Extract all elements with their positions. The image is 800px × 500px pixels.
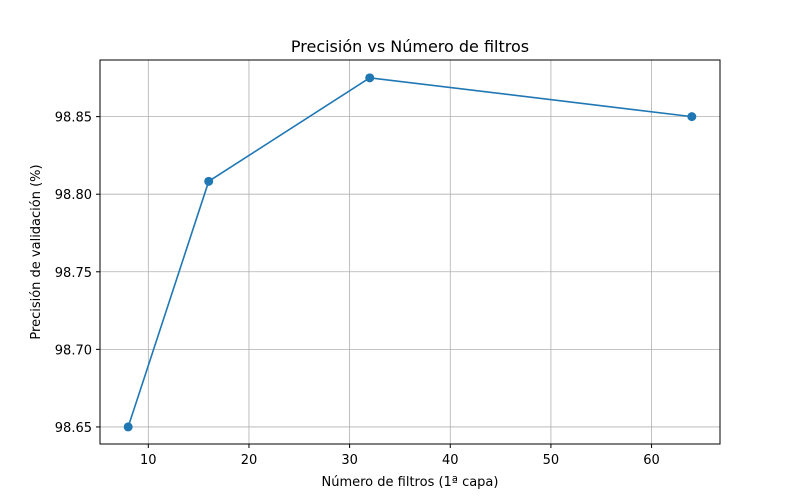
axes-frame [99, 59, 721, 445]
x-tick-label: 60 [643, 453, 660, 468]
x-axis-label: Número de filtros (1ª capa) [322, 475, 499, 490]
y-tick-label: 98.65 [55, 421, 92, 436]
x-tick-label: 50 [543, 453, 560, 468]
series-line [127, 77, 692, 428]
x-tick-label: 10 [140, 453, 157, 468]
data-point [123, 422, 133, 432]
y-tick-label: 98.80 [55, 188, 92, 203]
series-layer [123, 73, 697, 432]
ticks: 10 20 30 40 50 60 98.65 98.70 98.75 98.80 98.85 [55, 111, 660, 468]
x-tick-label: 20 [241, 453, 258, 468]
data-point [204, 176, 214, 186]
y-tick-label: 98.85 [55, 111, 92, 126]
x-tick-label: 40 [442, 453, 459, 468]
data-point [365, 73, 375, 83]
y-tick-label: 98.75 [55, 266, 92, 281]
y-axis-label: Precisión de validación (%) [29, 164, 44, 339]
y-tick-label: 98.70 [55, 343, 92, 358]
x-tick-label: 30 [341, 453, 358, 468]
grid [100, 60, 720, 444]
chart-title: Precisión vs Número de filtros [291, 37, 529, 56]
data-point [687, 112, 697, 122]
